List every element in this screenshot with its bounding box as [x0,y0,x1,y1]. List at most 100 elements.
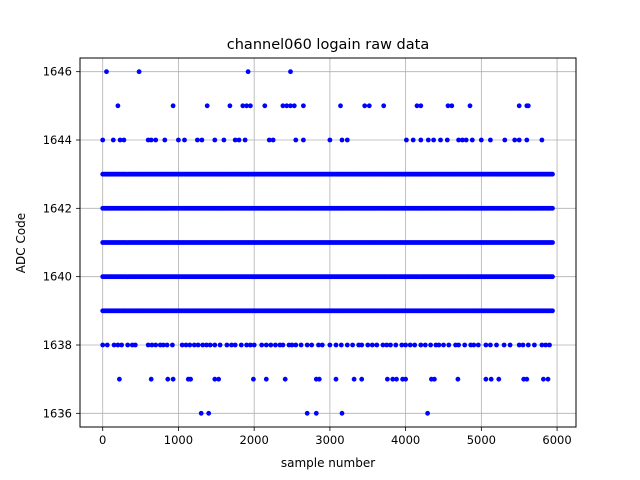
data-point [316,342,321,348]
data-point [425,137,431,143]
y-tick-label: 1636 [43,406,72,420]
x-tick-label: 0 [99,433,106,447]
data-point [381,103,387,109]
data-point [520,342,526,348]
data-point [227,103,233,109]
data-point [455,376,461,382]
data-point [369,342,375,348]
data-point [195,137,200,143]
data-point [374,342,380,348]
data-point [245,69,251,75]
data-point [291,103,297,109]
data-point [545,376,551,382]
data-point [236,137,242,143]
data-point [232,342,238,348]
x-tick-label: 3000 [315,433,344,447]
data-point [462,342,468,348]
data-point [380,342,386,348]
data-point [104,342,110,348]
data-point [160,342,166,348]
data-point [195,342,201,348]
data-point [403,376,408,382]
x-axis-ticks: 0 1000 2000 3000 4000 5000 6000 [99,427,572,447]
data-point [338,342,344,348]
data-point [282,376,288,382]
data-point [298,342,304,348]
data-point [248,342,253,348]
data-point [471,342,477,348]
data-point [431,137,436,143]
data-point [179,342,185,348]
data-point [410,137,416,143]
data-point [390,376,396,382]
data-point [393,342,399,348]
data-point [309,342,315,348]
data-point [524,376,530,382]
y-tick-label: 1640 [43,270,72,284]
data-point [244,103,250,109]
data-point [115,342,121,348]
data-point [524,137,530,143]
data-point [100,137,106,143]
data-point [182,137,187,143]
data-point [438,137,443,143]
data-point [327,137,333,143]
data-point [162,137,168,143]
data-point [273,342,278,348]
data-point [327,342,333,348]
data-point [532,342,537,348]
x-tick-label: 5000 [467,433,496,447]
data-point [199,137,205,143]
data-point [339,410,345,416]
data-point [301,137,306,143]
data-point [516,342,522,348]
data-point [543,342,549,348]
data-point [550,308,555,314]
data-point [446,342,452,348]
data-point [525,342,531,348]
data-point [444,137,450,143]
data-point [238,342,244,348]
data-point [170,376,176,382]
y-tick-label: 1638 [43,338,72,352]
data-point [117,137,123,143]
data-point [121,137,127,143]
data-point [221,137,227,143]
data-point [512,137,518,143]
y-axis-ticks: 1636 1638 1640 1642 1644 1646 [43,65,80,420]
data-point [338,103,343,109]
data-point [240,103,246,109]
data-point [293,342,299,348]
y-tick-label: 1642 [43,201,72,215]
data-point [304,342,310,348]
data-point [441,342,446,348]
data-point [494,342,499,348]
data-point [212,376,218,382]
data-point [191,342,197,348]
data-point [412,342,418,348]
data-point [384,342,390,348]
data-point [541,376,546,382]
data-point [319,342,325,348]
data-point [111,342,117,348]
data-point [488,137,493,143]
data-point [198,410,204,416]
data-point [251,342,257,348]
data-point [259,342,265,348]
data-point [170,342,175,348]
data-point [204,103,210,109]
data-point [445,103,451,109]
x-axis-label: sample number [281,456,375,470]
data-point [149,342,155,348]
data-point [313,410,319,416]
data-point [125,342,131,348]
data-point [488,342,493,348]
data-point [293,137,299,143]
data-point [418,103,424,109]
data-point [388,342,393,348]
data-point [270,137,276,143]
data-point [488,376,494,382]
data-points [100,69,555,416]
data-point [164,342,170,348]
data-point [550,274,555,280]
